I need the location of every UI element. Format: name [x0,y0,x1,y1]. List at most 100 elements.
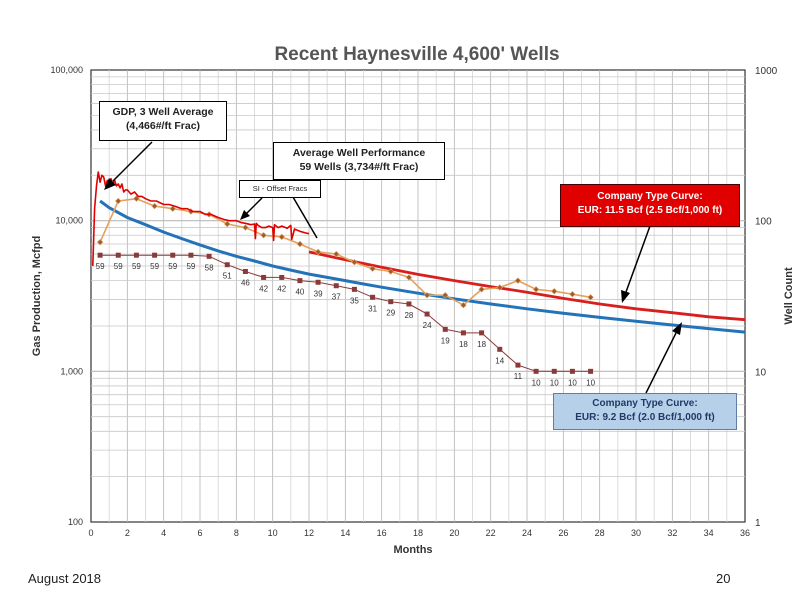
series-company-type-curve-high [308,250,746,322]
well-count-label: 19 [441,336,450,345]
avg-well-point [496,284,503,291]
well-count-label: 11 [514,372,523,381]
well-count-point [588,368,594,374]
avg-well-point [442,291,449,299]
well-count-point [133,252,139,258]
x-axis-ticks: 0 2 4 6 8 10 12 14 16 18 20 22 24 26 28 30 32 34 36 [88,528,750,538]
y-tick-label: 10,000 [55,216,83,226]
well-count-label: 46 [241,278,250,287]
gdp-callout: GDP, 3 Well Average (4,466#/ft Frac) [99,101,227,141]
well-count-point [406,301,412,307]
gdp-arrow [112,141,153,182]
well-count-point [152,252,158,258]
avg-well-point [387,268,394,275]
page-number: 20 [716,571,731,586]
y-axis-ticks: 100 1,000 10,000 100,000 [50,65,83,527]
y2-tick-label: 1000 [755,66,778,77]
y2-axis-ticks: 1 10 100 1000 [755,66,778,529]
avg-well-point [260,232,267,239]
avg-well-point [133,195,140,202]
well-count-point [370,294,376,300]
well-count-point [515,362,521,368]
company-low-arrow [645,332,677,394]
avg-well-callout-line1: Average Well Performance [292,147,426,159]
well-count-point [297,278,303,284]
si-callout: SI - Offset Fracs [239,180,321,198]
well-count-point [533,368,539,374]
well-count-label: 42 [259,284,268,293]
chart-title: Recent Haynesville 4,600' Wells [274,44,559,65]
gdp-callout-line2: (4,466#/ft Frac) [125,120,201,133]
well-count-label: 59 [132,262,141,271]
well-count-point [242,268,248,274]
well-count-point [442,326,448,332]
series-layer: 59 59 59 59 59 59 58 51 46 42 42 40 39 37 35 31 29 28 24 19… [92,171,746,387]
si-arrowhead [240,210,250,220]
y-tick-label: 100,000 [50,65,83,75]
well-count-point [424,311,430,317]
well-count-point [351,286,357,292]
well-count-point [115,252,121,258]
x-axis-label: Months [393,544,432,556]
company-high-callout-line1: Company Type Curve: [597,191,703,202]
avg-well-point [532,286,540,293]
callout-arrows [104,141,682,394]
si-callout-text: SI - Offset Fracs [252,184,308,193]
gdp-arrowhead [104,178,116,190]
company-low-arrowhead [672,322,682,335]
well-count-point [569,368,575,374]
well-count-point [388,299,394,305]
avg-well-point [478,286,485,293]
company-high-callout-line2: EUR: 11.5 Bcf (2.5 Bcf/1,000 ft) [577,204,723,216]
company-high-arrowhead [621,290,630,303]
x-tick-label: 2 [125,528,130,538]
well-count-label: 29 [386,309,395,318]
gdp-callout-line1: GDP, 3 Well Average [112,106,214,118]
avg-well-point [423,291,431,299]
x-tick-label: 22 [486,528,496,538]
x-tick-label: 0 [88,528,93,538]
series-company-type-curve-low [99,199,746,334]
avg-well-point [569,290,576,298]
well-count-point [188,252,194,258]
x-tick-label: 12 [304,528,314,538]
well-count-label: 51 [223,272,232,281]
well-count-label: 28 [404,311,413,320]
series-well-count [100,254,591,372]
well-count-label: 59 [168,262,177,271]
well-count-label: 24 [423,321,432,330]
avg-well-point [314,248,322,256]
y2-tick-label: 1 [755,518,761,529]
well-count-label: 10 [586,378,595,387]
x-tick-label: 26 [558,528,568,538]
x-tick-label: 4 [161,528,166,538]
well-count-point [551,368,557,374]
well-count-label: 58 [205,263,214,272]
well-count-point [279,274,285,280]
footer-date: August 2018 [28,571,102,586]
well-count-point [224,262,230,268]
well-count-label: 59 [114,262,123,271]
well-count-point [479,330,485,336]
x-tick-label: 30 [631,528,641,538]
avg-well-point [587,294,594,301]
x-tick-label: 36 [740,528,750,538]
avg-well-point [551,288,558,295]
x-tick-label: 14 [340,528,350,538]
avg-well-point [151,202,158,210]
avg-well-point [460,301,467,309]
well-count-label: 14 [495,356,504,365]
avg-well-point [278,233,285,241]
well-count-point [497,346,503,352]
company-type-curve-low-callout: Company Type Curve: EUR: 9.2 Bcf (2.0 Bc… [553,393,737,430]
x-tick-label: 24 [522,528,532,538]
avg-well-point [296,240,304,248]
well-count-point [333,283,339,289]
well-count-label: 59 [186,262,195,271]
x-tick-label: 8 [234,528,239,538]
well-count-label: 59 [150,262,159,271]
well-count-point [460,330,466,336]
well-count-label: 10 [532,378,541,387]
well-count-point [206,253,212,259]
